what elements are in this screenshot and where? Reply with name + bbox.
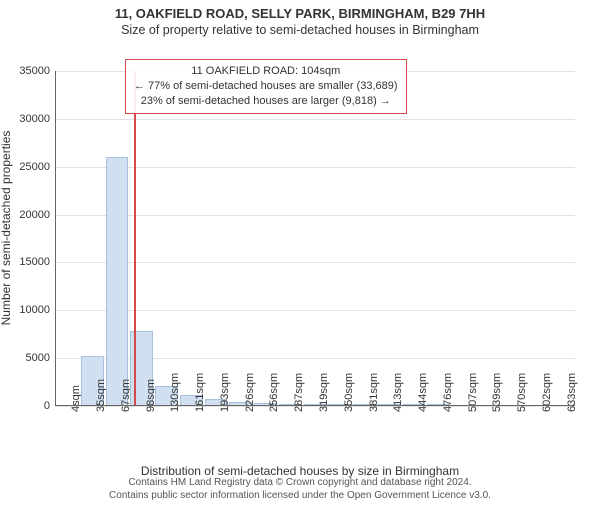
grid-line	[55, 215, 575, 216]
annotation-line2: ← 77% of semi-detached houses are smalle…	[134, 79, 398, 94]
xtick-label: 193sqm	[219, 373, 231, 412]
xtick-label: 633sqm	[566, 373, 578, 412]
ytick-label: 10000	[19, 304, 50, 316]
grid-line	[55, 119, 575, 120]
x-axis-label: Distribution of semi-detached houses by …	[0, 464, 600, 478]
xtick-label: 570sqm	[516, 373, 528, 412]
footer-attribution: Contains HM Land Registry data © Crown c…	[0, 477, 600, 502]
ytick-label: 25000	[19, 161, 50, 173]
grid-line	[55, 262, 575, 263]
xtick-label: 539sqm	[491, 373, 503, 412]
footer-line2: Contains public sector information licen…	[0, 490, 600, 503]
annotation-box: 11 OAKFIELD ROAD: 104sqm← 77% of semi-de…	[125, 59, 407, 114]
ytick-label: 15000	[19, 256, 50, 268]
y-axis-line	[55, 71, 56, 406]
xtick-label: 350sqm	[343, 373, 355, 412]
xtick-label: 256sqm	[268, 373, 280, 412]
xtick-label: 476sqm	[442, 373, 454, 412]
chart-plot-area: 050001000015000200002500030000350004sqm3…	[55, 71, 575, 406]
page-subtitle: Size of property relative to semi-detach…	[0, 23, 600, 37]
grid-line	[55, 310, 575, 311]
xtick-label: 287sqm	[293, 373, 305, 412]
xtick-label: 444sqm	[417, 373, 429, 412]
xtick-label: 602sqm	[541, 373, 553, 412]
annotation-line3: 23% of semi-detached houses are larger (…	[134, 94, 398, 109]
x-axis-line	[55, 405, 575, 406]
property-marker-line	[134, 71, 136, 406]
ytick-label: 5000	[26, 352, 50, 364]
ytick-label: 0	[44, 400, 50, 412]
xtick-label: 161sqm	[194, 373, 206, 412]
ytick-label: 35000	[19, 65, 50, 77]
ytick-label: 20000	[19, 209, 50, 221]
ytick-label: 30000	[19, 113, 50, 125]
page-title: 11, OAKFIELD ROAD, SELLY PARK, BIRMINGHA…	[0, 6, 600, 21]
histogram-bar	[106, 157, 129, 406]
xtick-label: 130sqm	[169, 373, 181, 412]
grid-line	[55, 167, 575, 168]
xtick-label: 507sqm	[467, 373, 479, 412]
xtick-label: 319sqm	[318, 373, 330, 412]
y-axis-label: Number of semi-detached properties	[0, 131, 13, 326]
xtick-label: 381sqm	[368, 373, 380, 412]
xtick-label: 413sqm	[392, 373, 404, 412]
footer-line1: Contains HM Land Registry data © Crown c…	[0, 477, 600, 490]
xtick-label: 226sqm	[244, 373, 256, 412]
annotation-line1: 11 OAKFIELD ROAD: 104sqm	[134, 64, 398, 79]
